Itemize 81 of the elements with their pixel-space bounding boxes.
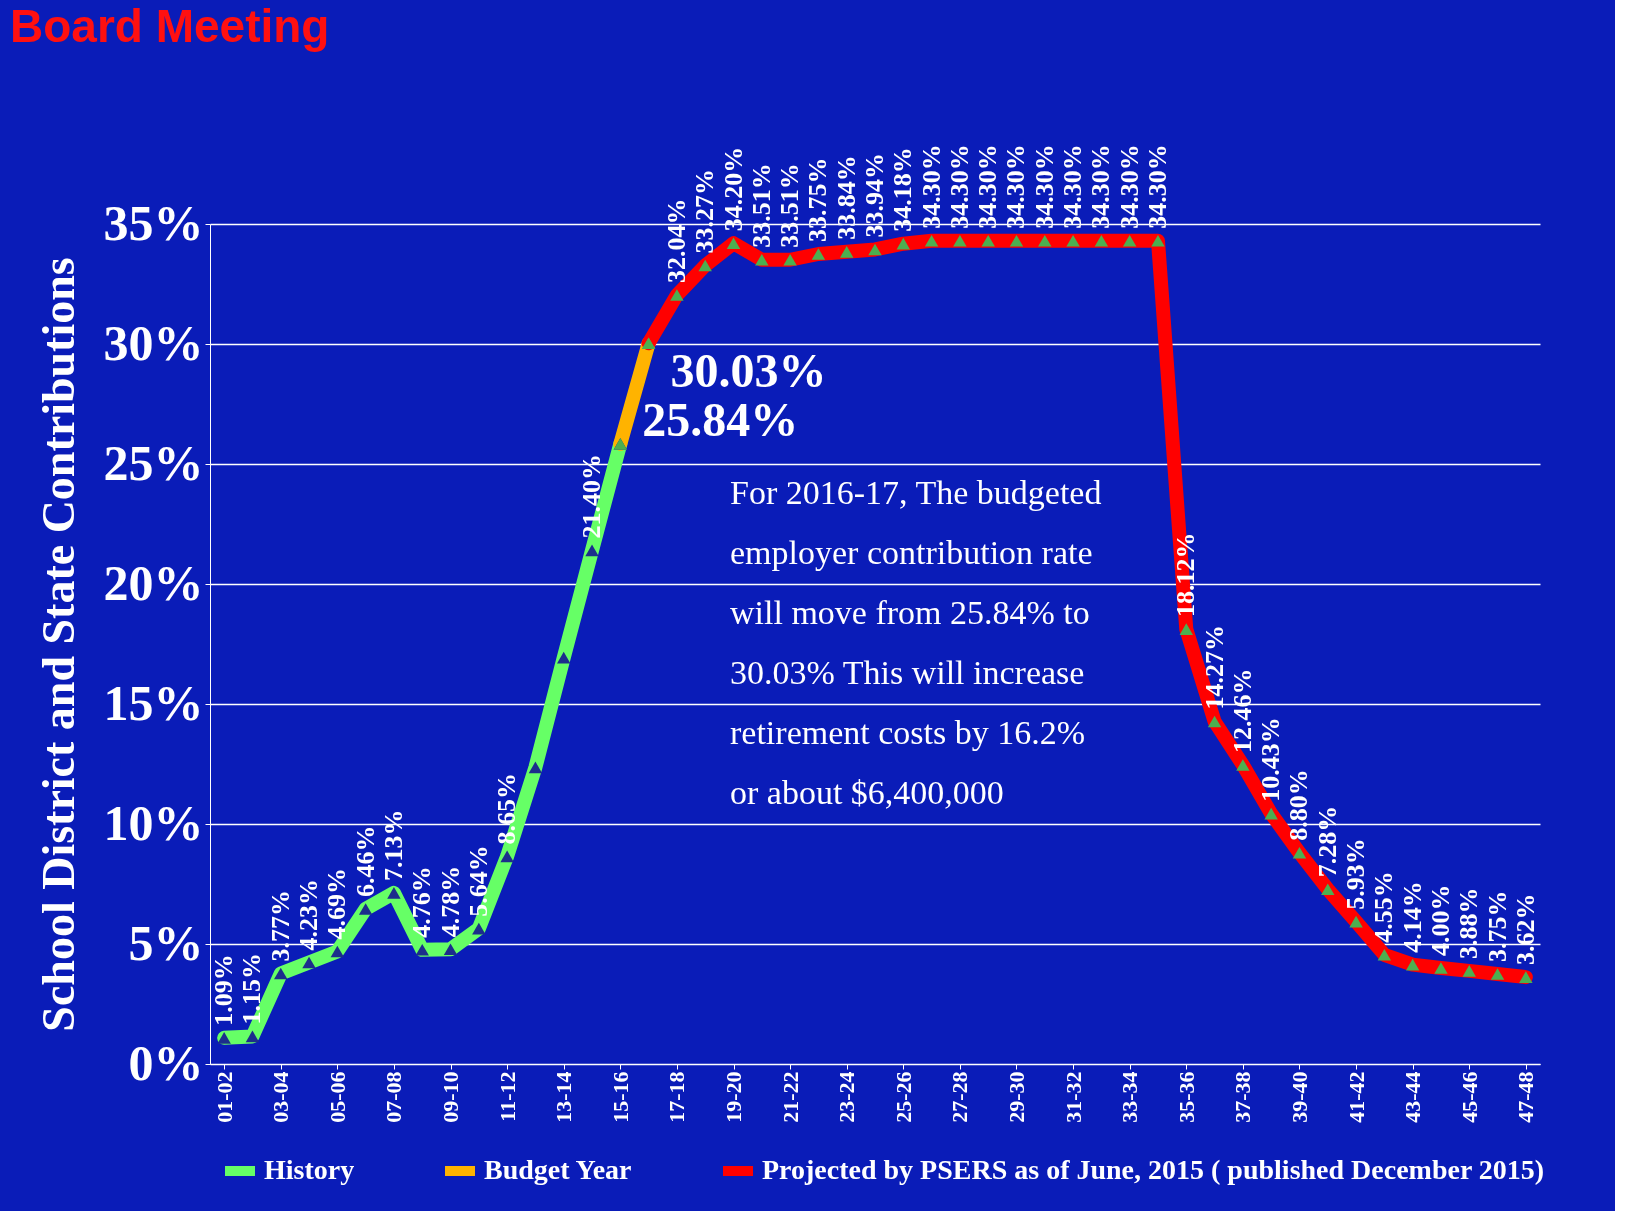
- legend-label: Budget Year: [484, 1154, 632, 1185]
- data-label: 33.94%: [860, 152, 889, 238]
- y-tick-label: 35%: [103, 194, 204, 251]
- data-label: 4.00%: [1425, 884, 1455, 956]
- data-label: 34.18%: [888, 147, 918, 232]
- data-label: 3.75%: [1482, 890, 1512, 962]
- y-tick-label: 15%: [103, 674, 204, 731]
- annotation: For 2016-17, The budgeted employer contribution rate will move from 25.84% to 30.03% This will increase retirement costs by 16.2% or about $6,400,000: [730, 474, 1102, 811]
- data-label: 33.75%: [803, 157, 833, 242]
- data-label: 33.84%: [831, 155, 861, 240]
- x-tick-label: 45-46: [1456, 1071, 1482, 1123]
- data-label: 34.30%: [1001, 144, 1031, 229]
- y-tick-label: 0%: [128, 1034, 204, 1091]
- data-label: 21.40%: [577, 453, 607, 539]
- x-tick-label: 37-38: [1230, 1071, 1256, 1123]
- x-tick-label: 27-28: [947, 1071, 973, 1123]
- x-tick-label: 21-22: [777, 1071, 803, 1123]
- x-tick-label: 31-32: [1060, 1071, 1086, 1123]
- y-tick-label: 30%: [103, 314, 204, 371]
- legend-label: History: [264, 1154, 355, 1185]
- data-label: 7.13%: [378, 809, 408, 881]
- y-axis-title: School District and State Contributions: [32, 257, 84, 1032]
- data-label: 34.30%: [916, 144, 946, 229]
- data-label: 6.46%: [350, 825, 380, 897]
- data-label: 34.30%: [1058, 144, 1088, 229]
- data-label: 3.77%: [265, 890, 295, 962]
- x-tick-label: 43-44: [1400, 1071, 1426, 1123]
- y-tick-label: 25%: [103, 434, 204, 491]
- x-tick-label: 25-26: [890, 1071, 916, 1123]
- y-tick-label: 20%: [103, 554, 204, 611]
- data-label: 34.30%: [1029, 144, 1059, 229]
- data-label: 33.27%: [690, 169, 720, 254]
- data-label: 33.51%: [746, 163, 776, 248]
- x-tick-label: 05-06: [324, 1071, 350, 1123]
- data-label: 1.09%: [209, 954, 239, 1026]
- x-tick-label: 07-08: [381, 1071, 407, 1123]
- data-label: 18.12%: [1171, 532, 1201, 618]
- data-label: 4.76%: [407, 866, 437, 938]
- x-tick-label: 29-30: [1003, 1071, 1029, 1123]
- data-label: 4.14%: [1397, 881, 1427, 953]
- data-label: 34.30%: [973, 144, 1003, 229]
- x-tick-label: 15-16: [607, 1071, 633, 1123]
- x-tick-label: 09-10: [438, 1071, 464, 1123]
- data-label: 33.51%: [775, 163, 805, 248]
- x-tick-label: 39-40: [1286, 1071, 1312, 1123]
- y-tick-label: 5%: [128, 914, 204, 971]
- data-label: 8.65%: [492, 772, 522, 845]
- data-label: 5.64%: [463, 845, 493, 917]
- data-label: 5.93%: [1341, 838, 1371, 910]
- data-label: 32.04%: [661, 198, 691, 284]
- data-label: 10.43%: [1256, 717, 1286, 802]
- data-label: 34.30%: [1086, 144, 1116, 229]
- x-tick-label: 47-48: [1513, 1071, 1539, 1123]
- data-label: 34.30%: [1142, 144, 1172, 229]
- data-label: 4.78%: [435, 865, 465, 938]
- data-label: 34.30%: [944, 144, 974, 229]
- x-tick-label: 13-14: [551, 1071, 577, 1123]
- data-label: 4.23%: [294, 878, 324, 951]
- x-tick-label: 41-42: [1343, 1071, 1369, 1123]
- x-tick-label: 01-02: [211, 1071, 237, 1123]
- data-label: 4.55%: [1369, 871, 1399, 943]
- data-label: 7.28%: [1312, 805, 1342, 878]
- legend-label: Projected by PSERS as of June, 2015 ( published December 2015): [762, 1154, 1545, 1185]
- y-tick-label: 10%: [103, 794, 204, 851]
- x-tick-label: 17-18: [664, 1071, 690, 1123]
- data-label: 12.46%: [1227, 668, 1257, 753]
- chart-title: Board Meeting: [10, 0, 330, 53]
- data-label: 3.88%: [1454, 887, 1484, 959]
- x-tick-label: 35-36: [1173, 1071, 1199, 1123]
- data-label: 14.27%: [1199, 625, 1229, 710]
- data-label: 8.80%: [1284, 769, 1314, 841]
- x-tick-label: 23-24: [834, 1071, 860, 1123]
- x-tick-label: 19-20: [721, 1071, 747, 1123]
- data-label: 34.20%: [718, 146, 748, 232]
- x-tick-label: 11-12: [494, 1071, 520, 1122]
- data-label: 34.30%: [1114, 144, 1144, 229]
- data-label: 1.15%: [237, 952, 267, 1025]
- x-tick-label: 03-04: [268, 1071, 294, 1123]
- x-tick-label: 33-34: [1117, 1071, 1143, 1123]
- data-label: 4.69%: [322, 867, 352, 940]
- data-label: 3.62%: [1510, 893, 1540, 966]
